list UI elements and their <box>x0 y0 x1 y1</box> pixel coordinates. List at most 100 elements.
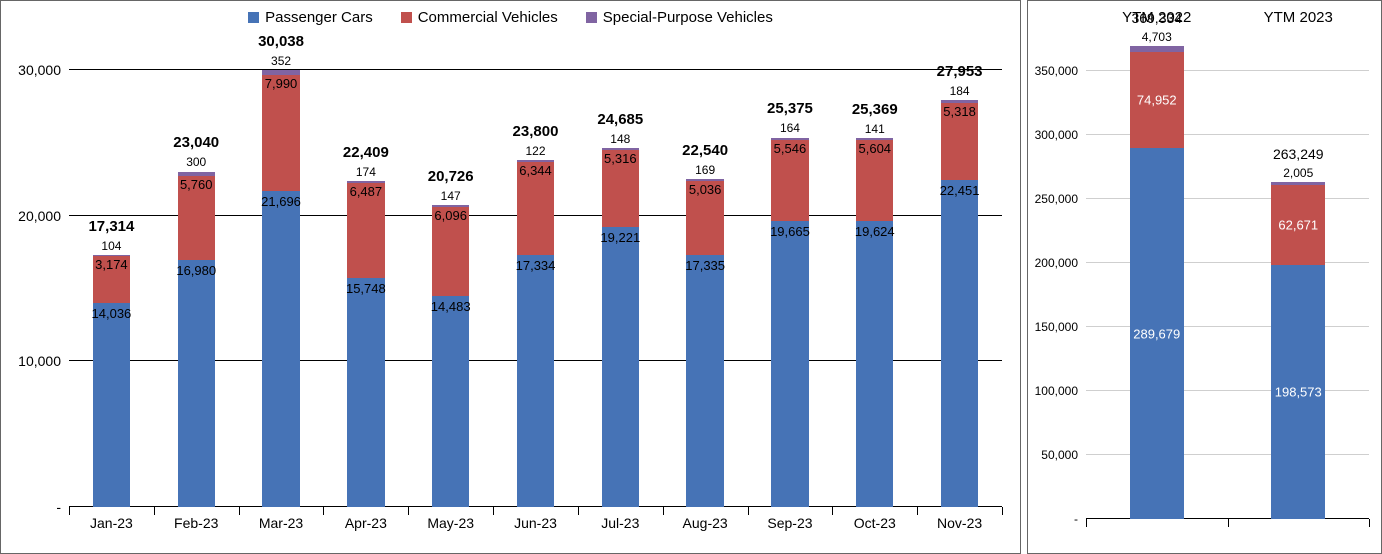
legend-item-special: Special-Purpose Vehicles <box>586 9 773 26</box>
segment-passenger <box>771 221 808 507</box>
x-tick <box>663 507 664 515</box>
bar <box>771 137 808 507</box>
bar-passenger-label: 289,679 <box>1133 326 1180 341</box>
y-axis-label: 150,000 <box>1035 320 1086 334</box>
segment-special <box>93 255 130 257</box>
bar <box>941 100 978 507</box>
x-tick <box>323 507 324 515</box>
bar-commercial-label: 5,318 <box>943 104 976 119</box>
bar-passenger-label: 17,335 <box>685 258 725 273</box>
x-tick <box>1002 507 1003 515</box>
gridline <box>1086 326 1369 327</box>
bar-special-label: 300 <box>186 155 206 169</box>
bar-special-label: 2,005 <box>1283 166 1313 180</box>
ytm-column-title: YTM 2023 <box>1248 9 1348 26</box>
bar-special-label: 352 <box>271 54 291 68</box>
bar-total-label: 263,249 <box>1273 146 1324 162</box>
bar-total-label: 369,334 <box>1131 10 1182 26</box>
bar-total-label: 25,369 <box>852 101 898 118</box>
bar-total-label: 27,953 <box>937 63 983 80</box>
segment-special <box>771 138 808 140</box>
x-tick <box>578 507 579 515</box>
bar <box>432 205 469 507</box>
bar-passenger-label: 19,221 <box>600 230 640 245</box>
ytm-plot: -50,000100,000150,000200,000250,000300,0… <box>1086 7 1369 519</box>
bar <box>686 179 723 507</box>
legend-label-passenger: Passenger Cars <box>265 9 373 26</box>
bar-commercial-label: 6,487 <box>350 184 383 199</box>
bar-passenger-label: 14,483 <box>431 299 471 314</box>
bar <box>1130 46 1184 519</box>
y-axis-label: 20,000 <box>18 208 69 224</box>
ytm-chart-area: -50,000100,000150,000200,000250,000300,0… <box>1086 7 1369 519</box>
y-axis-label: 10,000 <box>18 353 69 369</box>
legend-swatch-passenger <box>248 12 259 23</box>
bar-special-label: 169 <box>695 163 715 177</box>
bar <box>517 160 554 507</box>
bar-commercial-label: 62,671 <box>1278 217 1318 232</box>
bar-passenger-label: 19,624 <box>855 224 895 239</box>
bar-total-label: 20,726 <box>428 168 474 185</box>
bar <box>856 138 893 507</box>
x-tick <box>1369 519 1370 527</box>
segment-passenger <box>347 278 384 507</box>
bar-total-label: 30,038 <box>258 33 304 50</box>
bar-commercial-label: 3,174 <box>95 257 128 272</box>
gridline <box>1086 454 1369 455</box>
bar-special-label: 4,703 <box>1142 30 1172 44</box>
bar-commercial-label: 74,952 <box>1137 93 1177 108</box>
x-tick <box>493 507 494 515</box>
gridline <box>1086 198 1369 199</box>
x-axis-label: Oct-23 <box>854 507 896 531</box>
bar-total-label: 17,314 <box>88 218 134 235</box>
x-axis-label: Feb-23 <box>174 507 218 531</box>
y-axis-label: 200,000 <box>1035 256 1086 270</box>
bar-commercial-label: 6,096 <box>434 208 467 223</box>
bar-total-label: 24,685 <box>597 111 643 128</box>
gridline <box>69 69 1002 70</box>
x-axis-label: Sep-23 <box>767 507 812 531</box>
segment-special <box>856 138 893 140</box>
legend-label-special: Special-Purpose Vehicles <box>603 9 773 26</box>
bar <box>178 171 215 507</box>
bar <box>347 181 384 507</box>
x-tick <box>239 507 240 515</box>
bar-commercial-label: 5,036 <box>689 182 722 197</box>
x-axis-label: Aug-23 <box>683 507 728 531</box>
bar-commercial-label: 5,760 <box>180 177 213 192</box>
bar-special-label: 141 <box>865 122 885 136</box>
legend-label-commercial: Commercial Vehicles <box>418 9 558 26</box>
bar-passenger-label: 22,451 <box>940 183 980 198</box>
gridline <box>1086 134 1369 135</box>
bar-passenger-label: 198,573 <box>1275 384 1322 399</box>
ytm-chart-panel: -50,000100,000150,000200,000250,000300,0… <box>1027 0 1382 554</box>
bar-special-label: 164 <box>780 121 800 135</box>
bar-passenger-label: 19,665 <box>770 224 810 239</box>
segment-special <box>432 205 469 207</box>
segment-passenger <box>941 180 978 507</box>
x-tick <box>832 507 833 515</box>
bar-special-label: 148 <box>610 132 630 146</box>
bar-total-label: 23,040 <box>173 134 219 151</box>
monthly-chart-area: -10,00020,00030,000Jan-2317,3141043,1741… <box>69 41 1002 507</box>
bar <box>262 70 299 507</box>
gridline <box>1086 70 1369 71</box>
bar-total-label: 22,540 <box>682 142 728 159</box>
bar-commercial-label: 6,344 <box>519 163 552 178</box>
bar-special-label: 174 <box>356 165 376 179</box>
segment-passenger <box>517 255 554 507</box>
segment-special <box>262 70 299 75</box>
legend-item-commercial: Commercial Vehicles <box>401 9 558 26</box>
monthly-chart-panel: Passenger Cars Commercial Vehicles Speci… <box>0 0 1021 554</box>
bar-commercial-label: 7,990 <box>265 76 298 91</box>
x-axis-label: Nov-23 <box>937 507 982 531</box>
legend-item-passenger: Passenger Cars <box>248 9 373 26</box>
segment-special <box>178 172 215 176</box>
segment-special <box>686 179 723 181</box>
segment-passenger <box>686 255 723 507</box>
segment-passenger <box>262 191 299 507</box>
x-axis-label: Jan-23 <box>90 507 133 531</box>
legend-swatch-commercial <box>401 12 412 23</box>
bar-passenger-label: 15,748 <box>346 281 386 296</box>
segment-special <box>941 100 978 103</box>
